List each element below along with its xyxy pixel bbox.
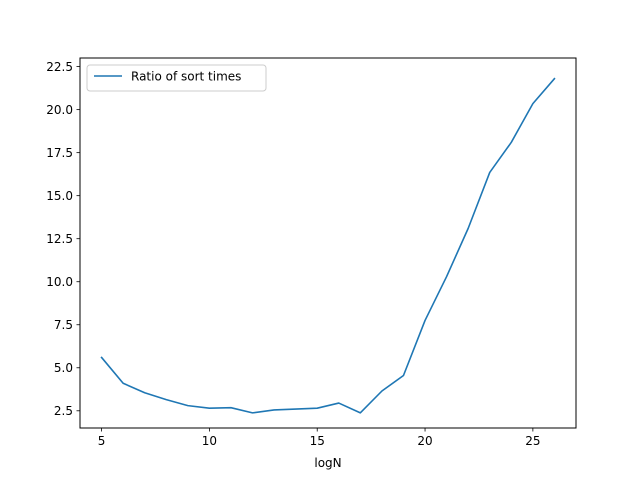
- y-tick-label: 12.5: [46, 232, 73, 246]
- legend-label: Ratio of sort times: [131, 70, 241, 84]
- y-tick-label: 7.5: [54, 318, 73, 332]
- x-tick-label: 5: [98, 434, 106, 448]
- x-tick-label: 15: [310, 434, 325, 448]
- y-tick-label: 15.0: [46, 189, 73, 203]
- y-tick-label: 20.0: [46, 103, 73, 117]
- x-tick-label: 20: [417, 434, 432, 448]
- legend: Ratio of sort times: [86, 64, 267, 92]
- x-axis-label: logN: [314, 456, 341, 470]
- x-tick-label: 10: [202, 434, 217, 448]
- y-tick-label: 22.5: [46, 60, 73, 74]
- axes-frame: [79, 57, 577, 429]
- y-tick-label: 17.5: [46, 146, 73, 160]
- legend-frame: [86, 64, 267, 92]
- y-tick-label: 5.0: [54, 361, 73, 375]
- x-axis: 5 10 15 20 25: [98, 428, 541, 448]
- y-tick-label: 10.0: [46, 275, 73, 289]
- x-tick-label: 25: [525, 434, 540, 448]
- y-tick-label: 2.5: [54, 404, 73, 418]
- series-layer: [100, 77, 556, 414]
- y-axis: 2.5 5.0 7.5 10.0 12.5 15.0 17.5 20.0 22.5: [46, 60, 80, 418]
- series-line: [100, 77, 556, 414]
